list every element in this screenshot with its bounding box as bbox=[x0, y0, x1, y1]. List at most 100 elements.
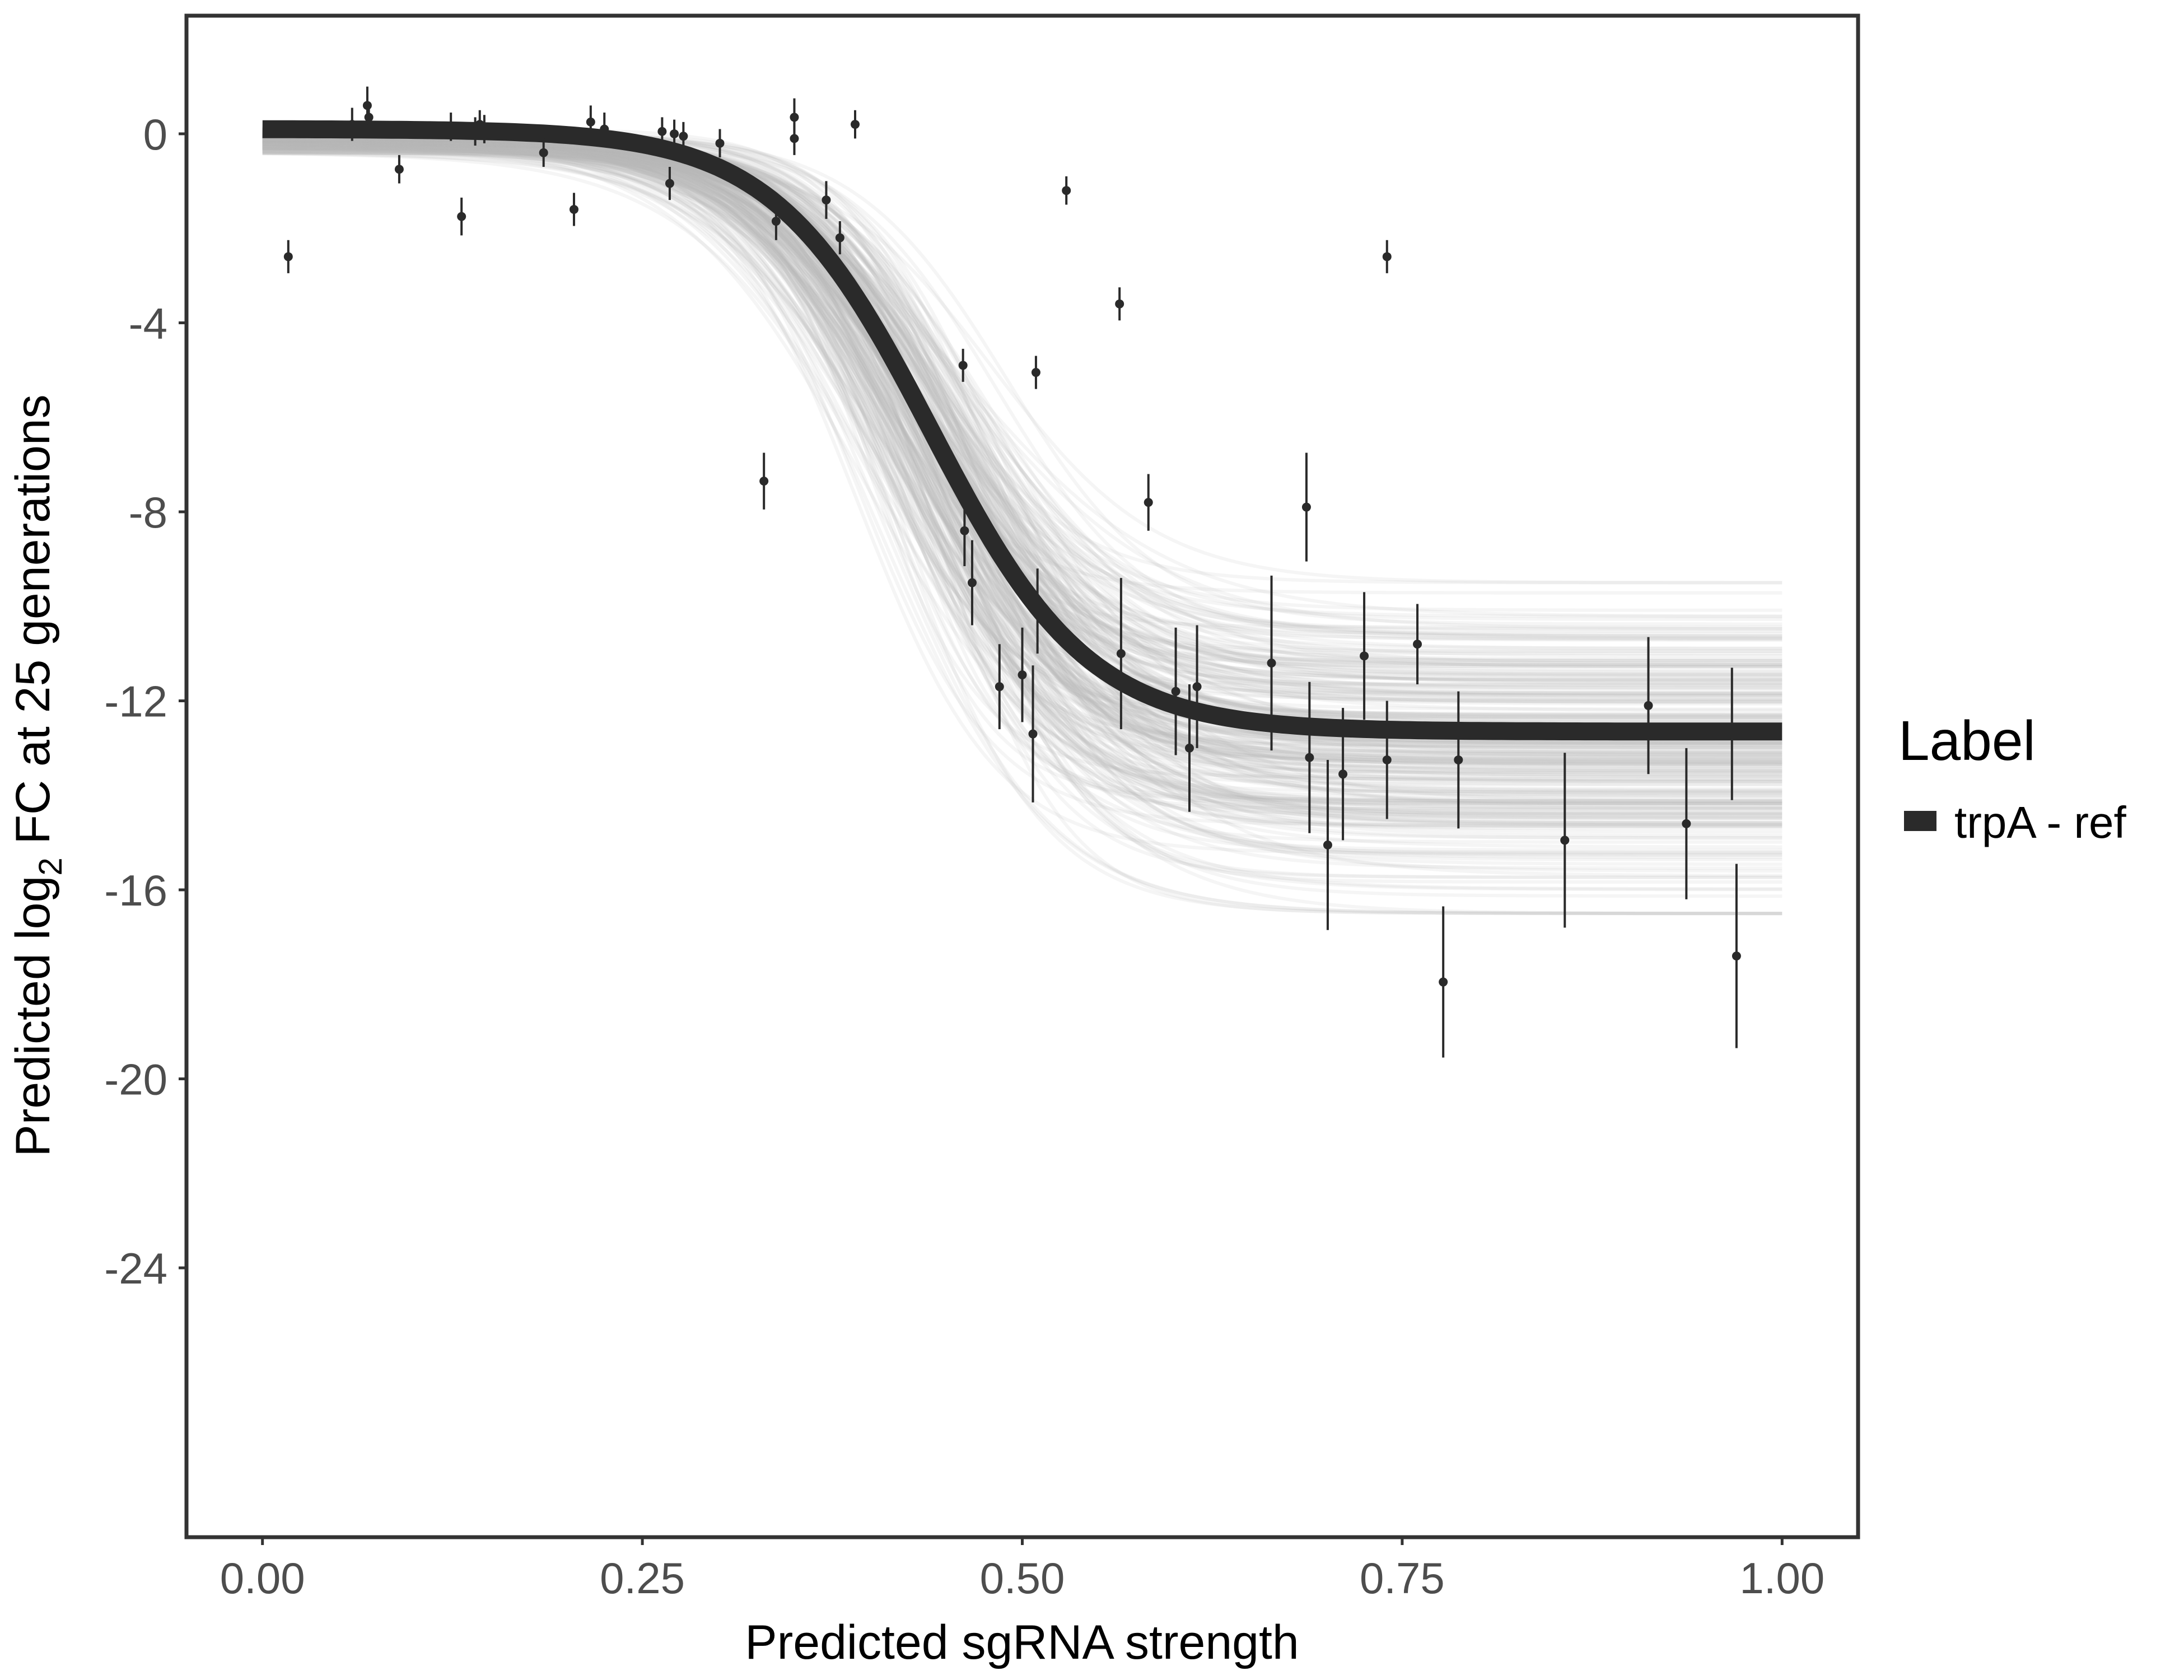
x-tick-label: 0.25 bbox=[600, 1553, 685, 1603]
point-marker bbox=[600, 124, 609, 134]
posterior-curve bbox=[262, 151, 1782, 697]
posterior-curve bbox=[262, 142, 1782, 811]
x-tick-label: 0.50 bbox=[980, 1553, 1065, 1603]
y-axis: 0 -4 -8 -12 -16 -20 -24 bbox=[104, 110, 186, 1293]
data-point bbox=[1185, 684, 1194, 812]
y-axis-title: Predicted log2 FC at 25 generations bbox=[6, 394, 69, 1156]
point-marker bbox=[835, 233, 844, 242]
posterior-curve bbox=[262, 140, 1782, 711]
posterior-curve bbox=[262, 146, 1782, 762]
point-marker bbox=[665, 179, 674, 188]
data-point bbox=[1644, 637, 1653, 774]
data-point bbox=[600, 112, 609, 146]
posterior-curve bbox=[262, 141, 1782, 612]
data-point bbox=[1413, 604, 1422, 684]
posterior-curve bbox=[262, 141, 1782, 697]
point-marker bbox=[1338, 769, 1348, 779]
posterior-curve bbox=[262, 143, 1782, 682]
point-marker bbox=[679, 132, 688, 141]
data-point bbox=[1382, 240, 1392, 273]
point-marker bbox=[457, 212, 466, 221]
posterior-curve bbox=[262, 139, 1782, 631]
point-marker bbox=[1560, 836, 1570, 845]
data-point bbox=[958, 348, 968, 382]
posterior-curve bbox=[262, 141, 1782, 810]
point-marker bbox=[1413, 640, 1422, 649]
data-point bbox=[1323, 759, 1332, 930]
posterior-curve bbox=[262, 144, 1782, 857]
data-point bbox=[1732, 864, 1741, 1048]
data-point bbox=[715, 129, 725, 158]
y-tick-label: -20 bbox=[104, 1055, 167, 1104]
posterior-curve bbox=[262, 134, 1782, 638]
data-point bbox=[1144, 474, 1153, 531]
posterior-curve bbox=[262, 148, 1782, 892]
legend-title: Label bbox=[1898, 710, 2036, 772]
posterior-curve bbox=[262, 136, 1782, 827]
data-point bbox=[1267, 575, 1276, 751]
posterior-curve bbox=[262, 146, 1782, 687]
data-point bbox=[1031, 356, 1040, 389]
posterior-curve bbox=[262, 136, 1782, 696]
point-marker bbox=[479, 124, 489, 134]
data-point bbox=[1192, 625, 1202, 748]
posterior-curve bbox=[262, 140, 1782, 916]
posterior-curve bbox=[262, 135, 1782, 678]
data-point bbox=[771, 202, 781, 240]
data-point bbox=[347, 108, 357, 141]
y-axis-title-subscript: 2 bbox=[32, 857, 69, 875]
y-tick-label: -4 bbox=[129, 298, 167, 348]
data-point bbox=[1454, 691, 1463, 829]
point-marker bbox=[958, 361, 968, 370]
point-marker bbox=[1323, 840, 1332, 850]
x-tick-label: 0.75 bbox=[1360, 1553, 1445, 1603]
point-marker bbox=[1682, 819, 1691, 828]
posterior-curve bbox=[262, 141, 1782, 684]
posterior-curve bbox=[262, 147, 1782, 803]
y-tick-label: 0 bbox=[143, 110, 167, 159]
data-points-group bbox=[283, 86, 1741, 1058]
data-point bbox=[1301, 452, 1311, 562]
posterior-curve bbox=[262, 144, 1782, 757]
point-marker bbox=[347, 120, 357, 129]
posterior-curve bbox=[262, 142, 1782, 653]
posterior-curve bbox=[262, 147, 1782, 690]
plot-background bbox=[186, 16, 1858, 1537]
posterior-curve bbox=[262, 151, 1782, 585]
posterior-curve bbox=[262, 141, 1782, 650]
posterior-curve bbox=[262, 147, 1782, 621]
y-axis-title-prefix: Predicted log bbox=[6, 876, 60, 1157]
point-marker bbox=[569, 204, 578, 214]
data-point bbox=[569, 193, 578, 226]
posterior-curve bbox=[262, 151, 1782, 826]
posterior-curve bbox=[262, 139, 1782, 695]
point-marker bbox=[539, 148, 548, 157]
data-point bbox=[1682, 748, 1691, 899]
point-marker bbox=[1028, 729, 1038, 739]
point-marker bbox=[995, 682, 1004, 692]
posterior-curve bbox=[262, 149, 1782, 640]
posterior-curve bbox=[262, 144, 1782, 720]
point-marker bbox=[657, 127, 667, 136]
data-point bbox=[960, 495, 969, 567]
posterior-curve bbox=[262, 144, 1782, 916]
posterior-curve bbox=[262, 137, 1782, 743]
point-marker bbox=[1305, 753, 1314, 762]
point-marker bbox=[1116, 649, 1126, 659]
point-marker bbox=[1727, 729, 1737, 739]
point-marker bbox=[851, 120, 860, 129]
point-marker bbox=[967, 578, 977, 587]
posterior-curve bbox=[262, 137, 1782, 750]
point-marker bbox=[759, 477, 769, 486]
data-point bbox=[1439, 906, 1448, 1058]
data-point bbox=[679, 122, 688, 151]
data-point bbox=[1338, 708, 1348, 841]
point-marker bbox=[1031, 368, 1040, 377]
posterior-curve bbox=[262, 141, 1782, 669]
point-marker bbox=[1382, 755, 1392, 764]
data-point bbox=[851, 110, 860, 139]
data-point bbox=[1028, 665, 1038, 802]
posterior-curve bbox=[262, 146, 1782, 719]
y-tick-label: -12 bbox=[104, 676, 167, 726]
posterior-curve bbox=[262, 140, 1782, 676]
